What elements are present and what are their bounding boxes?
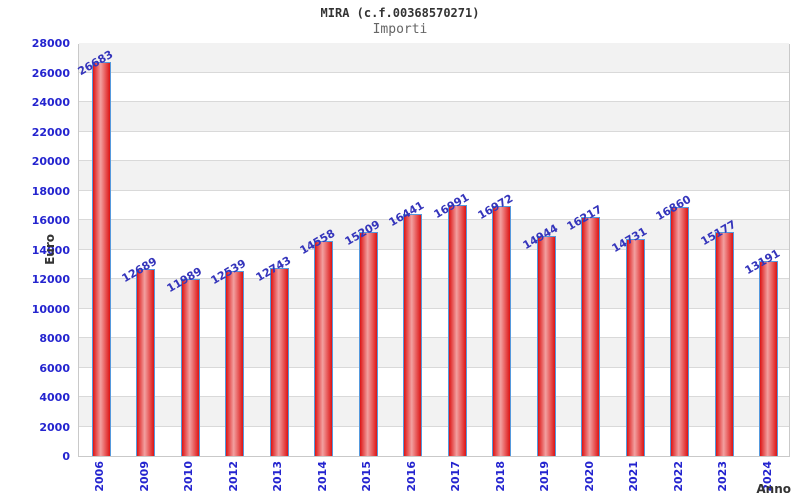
x-tick-label: 2023 xyxy=(716,461,730,492)
y-tick-label: 22000 xyxy=(31,125,70,139)
gridline xyxy=(79,71,789,73)
gridline xyxy=(79,337,789,338)
bar xyxy=(492,205,512,456)
gridline xyxy=(79,396,789,397)
bar xyxy=(625,238,645,456)
y-tick-label: 2000 xyxy=(39,420,70,434)
bar xyxy=(358,231,378,456)
bar xyxy=(447,205,467,456)
bar xyxy=(136,268,156,456)
y-tick-label: 24000 xyxy=(31,96,70,109)
bar xyxy=(180,279,200,456)
gridline xyxy=(79,160,789,161)
bar xyxy=(269,268,289,456)
x-tick-label: 2021 xyxy=(627,461,641,492)
gridline xyxy=(79,248,789,250)
y-tick-label: 28000 xyxy=(31,37,70,50)
chart-subtitle: Importi xyxy=(372,22,428,37)
gridline xyxy=(79,425,789,427)
x-tick-label: 2015 xyxy=(360,461,374,492)
plot-band xyxy=(79,43,789,73)
x-tick-label: 2006 xyxy=(93,461,107,492)
x-tick-label: 2010 xyxy=(182,461,196,492)
gridline xyxy=(79,219,789,220)
bar xyxy=(403,213,423,456)
y-tick-label: 0 xyxy=(62,450,70,463)
bar xyxy=(91,62,111,456)
x-tick-label: 2009 xyxy=(137,461,151,492)
y-tick-label: 26000 xyxy=(31,66,70,80)
y-tick-label: 6000 xyxy=(39,361,70,375)
x-tick-label: 2020 xyxy=(582,461,596,492)
plot-band xyxy=(79,102,789,132)
y-tick-label: 8000 xyxy=(39,332,70,345)
gridline xyxy=(79,366,789,368)
gridline xyxy=(79,278,789,279)
y-tick-label: 16000 xyxy=(31,214,70,227)
y-axis-title: Euro xyxy=(43,234,57,265)
y-tick-label: 18000 xyxy=(31,184,70,198)
bar xyxy=(536,235,556,456)
bar xyxy=(581,216,601,456)
bar xyxy=(759,261,779,456)
gridline xyxy=(79,307,789,309)
y-tick-label: 20000 xyxy=(31,155,70,168)
x-tick-label: 2022 xyxy=(671,461,685,492)
gridline xyxy=(79,189,789,191)
bar xyxy=(670,207,690,456)
x-tick-label: 2012 xyxy=(226,461,240,492)
x-tick-label: 2019 xyxy=(538,461,552,492)
x-tick-label: 2013 xyxy=(271,461,285,492)
bar xyxy=(714,232,734,456)
y-tick-label: 10000 xyxy=(31,302,70,316)
x-axis-title: Anno xyxy=(756,482,791,496)
plot-area: 26683 12689 11989 12539 12743 14558 15209 16441… xyxy=(76,43,790,457)
bar xyxy=(314,241,334,456)
x-tick-label: 2018 xyxy=(493,461,507,492)
chart-title: MIRA (c.f.00368570271) xyxy=(320,6,480,20)
x-tick-label: 2014 xyxy=(315,461,329,492)
y-tick-label: 14000 xyxy=(31,243,70,257)
gridline xyxy=(79,130,789,132)
x-tick-label: 2016 xyxy=(404,461,418,492)
gridline xyxy=(79,101,789,102)
y-tick-label: 4000 xyxy=(39,391,70,404)
y-tick-label: 12000 xyxy=(31,273,70,286)
plot-band xyxy=(79,161,789,191)
x-tick-label: 2017 xyxy=(449,461,463,492)
bar xyxy=(225,271,245,456)
